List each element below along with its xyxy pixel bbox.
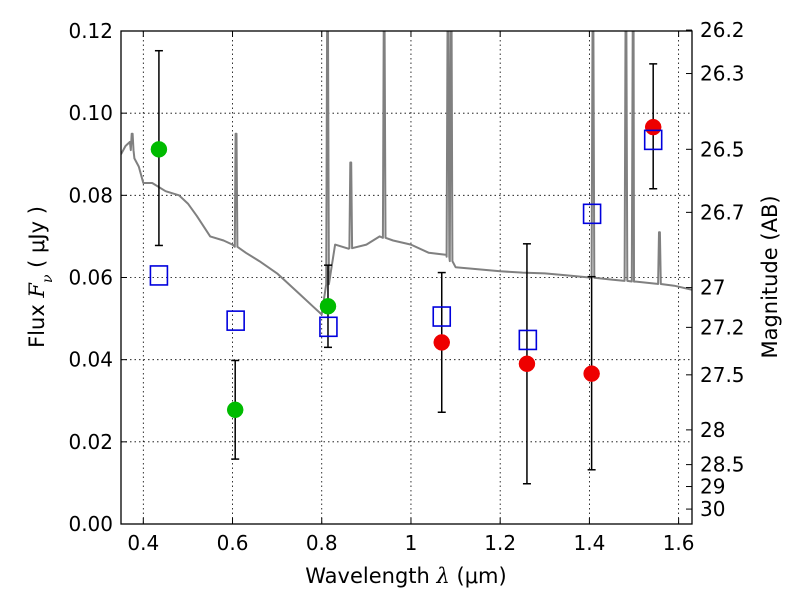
x-tick-label: 1	[405, 531, 418, 555]
y-axis-label-symbol: F	[25, 282, 49, 299]
x-axis-label-prefix: Wavelength	[305, 564, 436, 588]
y-axis-label-subscript: ν	[40, 274, 56, 283]
x-tick-label: 1.6	[663, 531, 695, 555]
red-circle-marker	[644, 118, 662, 136]
y2-tick-label: 27	[700, 276, 725, 300]
x-tick-label: 0.4	[127, 531, 159, 555]
model-spectrum	[121, 31, 692, 316]
y2-tick-label: 30	[700, 497, 725, 521]
red-circle-marker	[583, 365, 600, 382]
y-tick-label: 0.02	[68, 430, 113, 454]
x-axis-label: Wavelength λ (μm)	[305, 564, 506, 588]
y2-tick-label: 29	[700, 475, 725, 499]
x-tick-label: 0.6	[217, 531, 249, 555]
y-tick-label: 0.04	[68, 348, 113, 372]
y-axis-label: Flux Fν ( μJy )	[25, 206, 56, 348]
x-axis-label-unit: (μm)	[450, 564, 507, 588]
y2-tick-label: 26.5	[700, 137, 745, 161]
y2-axis-label: Magnitude (AB)	[758, 195, 782, 358]
y2-tick-label: 28	[700, 418, 725, 442]
y-axis-label-prefix: Flux	[25, 298, 49, 348]
y-tick-label: 0.12	[68, 19, 113, 43]
blue-square-marker	[518, 329, 538, 351]
red-circle-marker	[518, 355, 536, 373]
y-tick-label: 0.06	[68, 266, 113, 290]
y2-tick-label: 27.5	[700, 363, 745, 387]
green-circle-marker	[319, 298, 337, 315]
blue-square-marker	[149, 265, 169, 286]
green-circle-marker	[226, 401, 244, 419]
blue-square-marker	[226, 310, 245, 331]
green-circle-marker	[150, 141, 168, 158]
y2-tick-label: 26.2	[700, 18, 745, 42]
y-axis-label-unit: ( μJy )	[25, 206, 49, 274]
y2-tick-label: 26.3	[700, 62, 745, 86]
x-tick-label: 1.4	[573, 531, 605, 555]
blue-square-marker	[643, 129, 663, 151]
ticks: 0.4 0.6 0.8 1 1.2 1.4 1.6 0.00 0.02 0.04 0.06 0.08 0…	[68, 18, 744, 555]
y2-tick-label: 28.5	[700, 453, 745, 477]
blue-square-marker	[432, 306, 452, 327]
blue-square-marker	[319, 316, 338, 338]
y2-tick-label: 27.2	[700, 315, 745, 339]
y2-tick-label: 26.7	[700, 200, 745, 224]
x-tick-label: 0.8	[306, 531, 338, 555]
blue-square-marker	[582, 203, 602, 225]
y-tick-label: 0.10	[68, 101, 113, 125]
y-tick-label: 0.00	[68, 512, 113, 536]
data-markers	[149, 118, 663, 419]
y-tick-label: 0.08	[68, 183, 113, 207]
red-circle-marker	[433, 334, 450, 351]
model-spectrum-line	[121, 31, 692, 316]
x-tick-label: 1.2	[484, 531, 516, 555]
x-axis-label-symbol: λ	[436, 564, 450, 588]
